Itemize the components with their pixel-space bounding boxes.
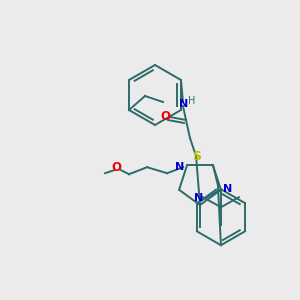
Text: S: S <box>193 149 202 163</box>
Text: N: N <box>179 99 189 109</box>
Text: O: O <box>111 161 121 174</box>
Text: N: N <box>223 184 232 194</box>
Text: H: H <box>188 96 196 106</box>
Text: O: O <box>160 110 170 124</box>
Text: N: N <box>176 162 185 172</box>
Text: N: N <box>194 193 204 203</box>
